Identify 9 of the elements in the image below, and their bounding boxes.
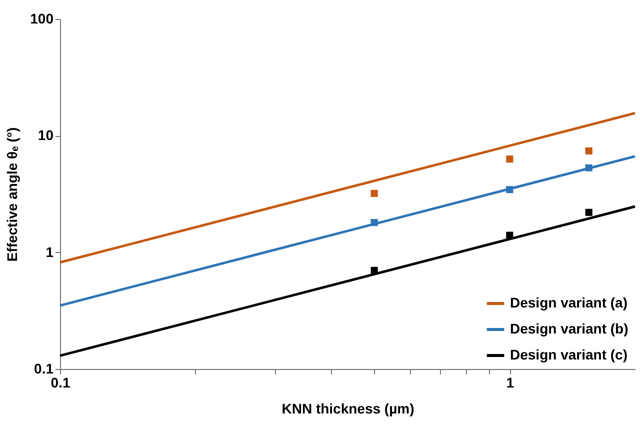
y-tick-label: 0.1 [34,360,54,376]
legend-label: Design variant (b) [510,320,628,336]
x-axis-title: KNN thickness (µm) [282,400,414,416]
y-tick-label: 10 [38,127,54,144]
legend-label: Design variant (c) [510,346,628,362]
y-tick-label: 100 [30,10,54,26]
y-tick-label: 1 [46,244,54,260]
legend-label: Design variant (a) [510,294,628,310]
y-axis-title: Effective angle θₑ (°) [4,127,20,262]
